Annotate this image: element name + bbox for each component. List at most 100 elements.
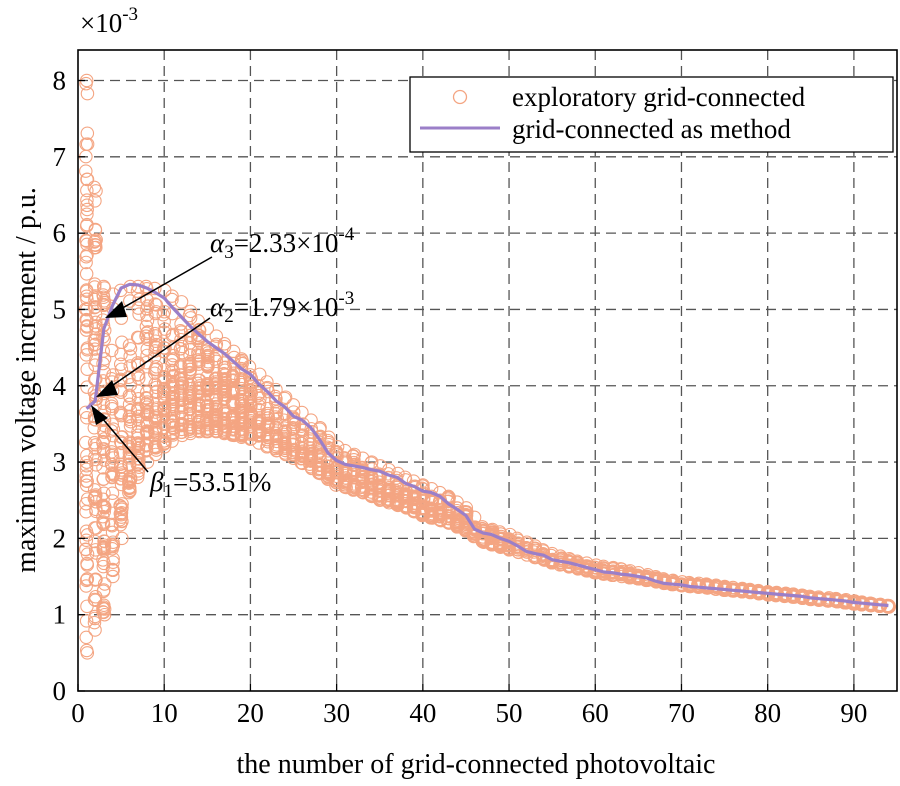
scatter-point bbox=[166, 352, 181, 366]
scatter-point bbox=[97, 298, 111, 313]
scatter-point bbox=[96, 313, 110, 327]
scatter-point bbox=[105, 448, 119, 463]
scatter-point bbox=[78, 435, 93, 450]
scatter-point bbox=[88, 593, 103, 608]
scatter-point bbox=[156, 437, 171, 452]
scatter-point bbox=[105, 494, 120, 508]
scatter-point bbox=[141, 325, 155, 339]
scatter-point bbox=[80, 320, 94, 334]
scatter-point bbox=[287, 421, 301, 435]
scatter-point bbox=[192, 329, 207, 343]
scatter-point bbox=[80, 284, 94, 299]
scatter-point bbox=[80, 341, 95, 355]
scatter-point bbox=[80, 558, 95, 572]
scatter-point bbox=[174, 422, 189, 437]
scatter-point bbox=[270, 412, 285, 426]
scatter-point bbox=[97, 432, 112, 446]
scatter-point bbox=[79, 643, 94, 658]
scatter-point bbox=[424, 494, 439, 509]
scatter-point bbox=[165, 418, 179, 432]
scatter-point bbox=[131, 358, 145, 373]
scatter-point bbox=[132, 452, 146, 466]
scatter-point bbox=[268, 410, 283, 424]
scatter-point bbox=[166, 421, 181, 435]
x-tick-label: 60 bbox=[582, 698, 609, 728]
scatter-point bbox=[243, 370, 257, 385]
scatter-point bbox=[217, 366, 231, 381]
annotation-alpha3-text: α3=2.33×10-4 bbox=[210, 224, 355, 263]
scatter-point bbox=[115, 497, 129, 511]
scatter-point bbox=[149, 384, 164, 399]
x-tick-label: 90 bbox=[840, 698, 867, 728]
scatter-point bbox=[131, 436, 145, 450]
scatter-point bbox=[140, 313, 155, 328]
scatter-point bbox=[201, 424, 215, 439]
scatter-point bbox=[96, 288, 110, 302]
scatter-point bbox=[88, 222, 103, 237]
scatter-point bbox=[251, 419, 265, 434]
scatter-point bbox=[78, 542, 93, 556]
scatter-point bbox=[105, 525, 120, 540]
legend-entry-line: grid-connected as method bbox=[512, 114, 791, 144]
scatter-point bbox=[201, 388, 215, 402]
scatter-point bbox=[278, 390, 293, 404]
plot-frame bbox=[77, 49, 898, 692]
scatter-point bbox=[295, 428, 310, 442]
y-tick-label: 8 bbox=[53, 66, 67, 96]
scatter-point bbox=[114, 460, 128, 475]
scatter-point bbox=[260, 401, 274, 416]
scatter-point bbox=[140, 302, 154, 316]
scatter-point bbox=[79, 267, 94, 281]
scatter-point bbox=[399, 500, 414, 514]
scatter-point bbox=[218, 381, 233, 396]
scatter-point bbox=[105, 486, 120, 500]
scatter-point bbox=[244, 398, 258, 412]
scatter-point bbox=[97, 486, 111, 500]
scatter-point bbox=[296, 417, 310, 431]
scatter-point bbox=[158, 407, 172, 421]
scatter-point bbox=[89, 452, 103, 467]
scatter-point bbox=[210, 424, 224, 438]
scatter-point bbox=[157, 429, 172, 444]
scatter-point bbox=[80, 198, 94, 213]
scatter-point bbox=[89, 184, 103, 198]
scatter-point bbox=[114, 362, 129, 377]
scatter-point bbox=[158, 435, 172, 450]
scatter-point bbox=[149, 305, 163, 319]
x-tick-label: 70 bbox=[668, 698, 695, 728]
scatter-point bbox=[89, 315, 103, 330]
scatter-point bbox=[252, 367, 267, 382]
legend: exploratory grid-connected grid-connecte… bbox=[409, 76, 894, 153]
annotation-beta1-arrowhead bbox=[91, 405, 108, 425]
scatter-point bbox=[149, 340, 163, 354]
scatter-point bbox=[234, 428, 249, 443]
scatter-point bbox=[243, 425, 258, 439]
scatter-point bbox=[347, 482, 362, 496]
x-axis-label: the number of grid-connected photovoltai… bbox=[237, 749, 716, 780]
scatter-point bbox=[104, 396, 119, 411]
scatter-point bbox=[148, 447, 163, 462]
scatter-point bbox=[87, 483, 102, 497]
scatter-point bbox=[79, 573, 94, 588]
scatter-point bbox=[88, 543, 103, 557]
scatter-point bbox=[123, 409, 137, 424]
scatter-point bbox=[80, 202, 94, 217]
scatter-point bbox=[166, 348, 180, 363]
scatter-point bbox=[226, 373, 241, 387]
scatter-point bbox=[182, 358, 197, 372]
x-tick-label: 40 bbox=[409, 698, 436, 728]
annotation-alpha2-text: α2=1.79×10-3 bbox=[210, 288, 354, 327]
scatter-point bbox=[96, 601, 110, 616]
scatter-point bbox=[80, 362, 94, 377]
scatter-point bbox=[123, 349, 137, 363]
y-tick-label: 6 bbox=[53, 218, 67, 248]
scatter-point bbox=[88, 307, 103, 322]
scatter-point bbox=[356, 451, 370, 466]
x-tick-label: 20 bbox=[237, 698, 264, 728]
scatter-point bbox=[165, 385, 180, 400]
scatter-point bbox=[96, 509, 110, 524]
line-series bbox=[85, 282, 889, 608]
scatter-point bbox=[157, 325, 172, 339]
scatter-point bbox=[106, 422, 121, 436]
scatter-point bbox=[104, 343, 119, 358]
